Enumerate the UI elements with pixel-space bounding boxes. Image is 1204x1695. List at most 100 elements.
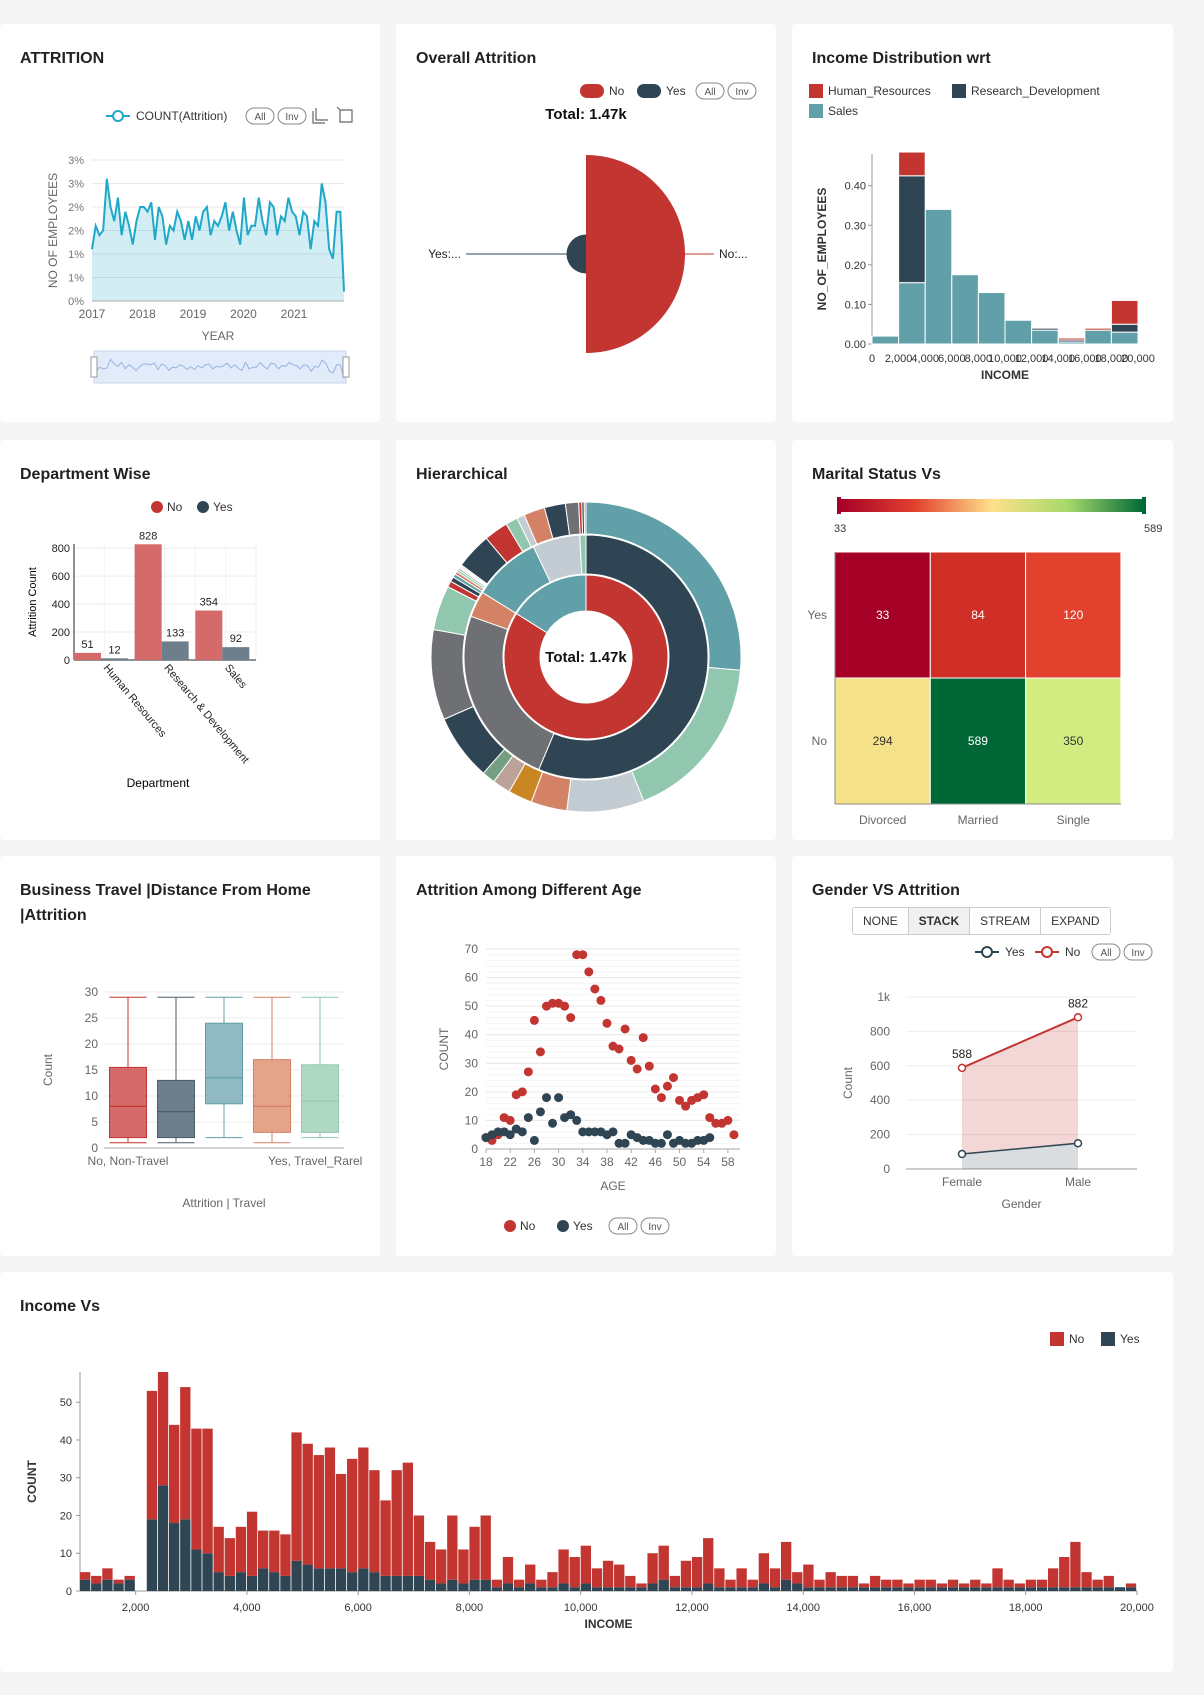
scatter-point-no <box>729 1130 739 1140</box>
scatter-point-no <box>668 1073 678 1083</box>
bar-no <box>680 1560 692 1588</box>
bar-sales <box>951 274 979 345</box>
business-travel-card: Business Travel |Distance From Home |Att… <box>0 856 380 1256</box>
bar-yes <box>391 1575 402 1591</box>
scatter-point-yes <box>566 1110 576 1120</box>
legend-no[interactable]: No <box>580 84 625 98</box>
hierarchical-card: Hierarchical Total: 1.47k <box>396 440 776 840</box>
legend-inverse-toggle[interactable]: Inv <box>277 107 307 125</box>
legend-yes-label: Yes <box>666 84 686 98</box>
bar-no <box>191 1428 202 1550</box>
bar-no <box>614 1564 625 1588</box>
y-axis-title: NO_OF_EMPLOYEES <box>815 188 829 311</box>
scatter-point-no <box>590 984 600 994</box>
y-axis-title: COUNT <box>437 1027 451 1070</box>
y-tick-label: 200 <box>52 627 70 639</box>
legend-inverse-toggle[interactable]: Inv <box>1123 943 1153 961</box>
legend-human-resources[interactable]: Human_Resources <box>809 84 931 98</box>
legend-yes-label: Yes <box>213 500 233 514</box>
bar-no <box>691 1557 703 1588</box>
legend-circle-marker <box>112 110 124 122</box>
legend-inverse-toggle[interactable]: Inv <box>640 1217 670 1235</box>
x-tick-label: 12,000 <box>675 1602 709 1614</box>
legend-label: COUNT(Attrition) <box>136 109 227 123</box>
mode-stream-button[interactable]: STREAM <box>970 908 1042 934</box>
bar-no <box>369 1470 380 1573</box>
y-tick-label: 10 <box>60 1548 72 1560</box>
bar-yes <box>981 1587 992 1591</box>
attrition-trend-chart: COUNT(Attrition) All Inv 0% 1% 1% 2% 2% 3% 3% 2017… <box>46 106 353 384</box>
bar-no <box>1103 1575 1114 1588</box>
mode-stack-button[interactable]: STACK <box>908 908 971 934</box>
bar-yes <box>858 1587 870 1591</box>
bar-no <box>1070 1541 1081 1588</box>
legend-yes-marker <box>981 946 993 958</box>
x-axis-title: Gender <box>1001 1197 1041 1211</box>
legend-sales[interactable]: Sales <box>809 104 858 118</box>
bar-no <box>302 1443 313 1565</box>
legend-yes[interactable]: Yes <box>637 84 686 98</box>
bar-yes <box>536 1587 547 1591</box>
bar-yes <box>424 1579 436 1591</box>
bar-yes <box>658 1579 669 1591</box>
bar-no <box>1125 1583 1137 1588</box>
bar-no <box>536 1579 547 1588</box>
y-tick-label: 40 <box>60 1435 72 1447</box>
sunburst-segment-inner <box>503 574 669 740</box>
data-label-no: 51 <box>81 639 93 651</box>
bar-no <box>246 1511 258 1576</box>
x-tick-label: No, Non-Travel <box>88 1154 169 1168</box>
y-tick-label: 0.00 <box>845 339 866 351</box>
y-tick-label: 10 <box>85 1089 99 1103</box>
y-tick-label: 800 <box>870 1024 890 1038</box>
scatter-point-no <box>602 1018 612 1028</box>
legend-no[interactable]: No <box>504 1219 536 1233</box>
overall-attrition-chart: No Yes All Inv Total: 1.47k No:... Yes:... <box>428 82 757 353</box>
x-axis-title: YEAR <box>202 329 235 343</box>
mode-expand-button[interactable]: EXPAND <box>1041 908 1110 934</box>
legend-yes[interactable]: Yes <box>557 1219 593 1233</box>
bar-yes <box>947 1587 959 1591</box>
zoom-icon[interactable] <box>312 108 328 124</box>
bar-yes <box>380 1575 391 1591</box>
bar-no <box>525 1564 536 1584</box>
legend-no-label: No <box>609 84 625 98</box>
legend-research-development[interactable]: Research_Development <box>952 84 1100 98</box>
data-zoom-slider[interactable] <box>90 350 350 384</box>
legend-inverse-toggle-bg <box>640 1217 670 1235</box>
x-tick-label: 8,000 <box>965 353 993 365</box>
legend-yes[interactable]: Yes <box>975 945 1025 959</box>
scatter-point-no <box>517 1087 527 1097</box>
legend-no[interactable]: No <box>1050 1332 1085 1346</box>
legend-inverse-toggle[interactable]: Inv <box>727 82 757 100</box>
legend-yes[interactable]: Yes <box>1101 1332 1140 1346</box>
bar-no <box>280 1534 291 1576</box>
bar-no <box>825 1572 836 1588</box>
bar-yes <box>480 1579 491 1591</box>
income-vs-histogram: No Yes 0 10 20 30 40 50 2,000 4,000 6,000 8,000 10,0… <box>25 1332 1154 1631</box>
legend-no[interactable]: No <box>151 500 183 514</box>
legend-no[interactable]: No <box>1035 945 1081 959</box>
legend-yes[interactable]: Yes <box>197 500 233 514</box>
x-tick-label: 26 <box>528 1155 542 1169</box>
legend-all-toggle[interactable]: All <box>695 82 725 100</box>
marital-status-heatmap: 33 589 33 84 120 294 589 350 Yes No Divorced Marrie… <box>807 497 1162 827</box>
bar-no <box>358 1447 369 1569</box>
x-axis-title: INCOME <box>981 368 1029 382</box>
bar-sales <box>977 292 1006 345</box>
legend-all-toggle-label: All <box>704 87 715 98</box>
legend-all-toggle[interactable]: All <box>1091 943 1121 961</box>
legend-yes-swatch <box>1101 1332 1115 1346</box>
zoom-reset-icon[interactable] <box>336 106 353 123</box>
bar-yes <box>369 1572 380 1591</box>
legend-inverse-toggle-bg <box>277 107 307 125</box>
legend-all-toggle[interactable]: All <box>245 107 275 125</box>
legend-count-attrition[interactable]: COUNT(Attrition) <box>106 109 227 123</box>
legend-no-label: No <box>1065 945 1081 959</box>
legend-all-toggle[interactable]: All <box>608 1217 638 1235</box>
mode-none-button[interactable]: NONE <box>853 908 909 934</box>
heatmap-cell <box>929 551 1027 679</box>
y-tick-label: 800 <box>52 543 70 555</box>
legend-no-marker <box>151 501 163 513</box>
x-tick-label: 6,000 <box>344 1602 372 1614</box>
